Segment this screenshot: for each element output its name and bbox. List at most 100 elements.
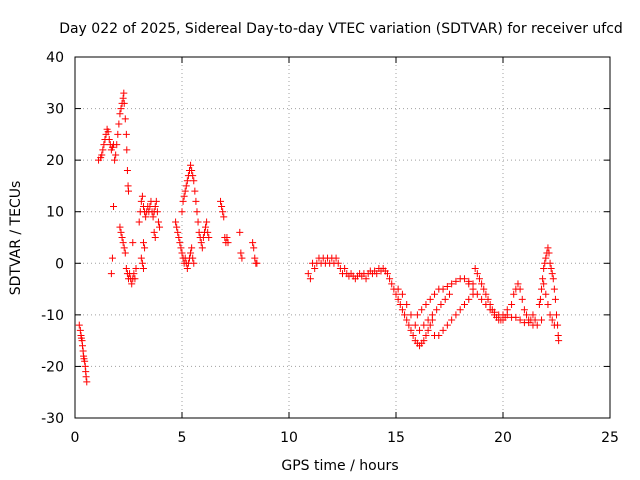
data-point bbox=[190, 177, 198, 185]
data-point bbox=[433, 306, 441, 314]
data-point bbox=[175, 234, 183, 241]
data-point bbox=[220, 213, 228, 221]
data-point bbox=[150, 228, 158, 236]
data-point bbox=[471, 264, 479, 272]
data-point bbox=[224, 239, 232, 247]
data-point bbox=[149, 213, 157, 221]
data-point bbox=[540, 280, 548, 288]
data-point bbox=[191, 187, 199, 195]
data-point bbox=[523, 311, 531, 319]
data-point bbox=[373, 270, 381, 278]
data-point bbox=[181, 187, 189, 195]
data-point bbox=[151, 234, 159, 241]
data-point bbox=[405, 321, 413, 329]
data-point bbox=[547, 264, 555, 272]
data-point bbox=[125, 187, 132, 195]
data-point bbox=[138, 192, 146, 200]
data-point bbox=[448, 316, 456, 324]
data-point bbox=[112, 151, 120, 159]
data-point bbox=[396, 301, 404, 309]
data-point bbox=[183, 264, 191, 272]
data-point bbox=[111, 156, 119, 164]
data-point bbox=[422, 301, 430, 309]
data-point bbox=[407, 311, 415, 319]
data-point bbox=[446, 290, 453, 298]
data-point bbox=[172, 218, 180, 226]
data-point bbox=[544, 301, 552, 309]
data-point bbox=[548, 270, 556, 278]
data-point bbox=[508, 301, 516, 309]
data-point bbox=[116, 223, 124, 231]
data-points bbox=[75, 89, 563, 386]
data-point bbox=[398, 306, 406, 314]
chart-title: Day 022 of 2025, Sidereal Day-to-day VTE… bbox=[59, 21, 623, 37]
y-tick-label: -10 bbox=[41, 308, 64, 324]
data-point bbox=[128, 280, 136, 288]
data-point bbox=[394, 295, 402, 303]
data-point bbox=[403, 301, 411, 309]
x-tick-label: 20 bbox=[494, 430, 512, 446]
data-point bbox=[223, 234, 231, 241]
data-point bbox=[518, 295, 526, 303]
data-point bbox=[98, 151, 106, 159]
data-point bbox=[107, 270, 115, 278]
data-point bbox=[362, 275, 370, 283]
data-point bbox=[178, 208, 186, 216]
data-point bbox=[473, 290, 481, 298]
data-point bbox=[121, 115, 129, 123]
data-point bbox=[110, 203, 118, 211]
data-point bbox=[448, 280, 456, 288]
data-point bbox=[117, 105, 125, 113]
data-point bbox=[420, 321, 428, 329]
data-point bbox=[123, 146, 131, 154]
data-point bbox=[123, 166, 131, 174]
data-point bbox=[478, 280, 486, 288]
data-point bbox=[135, 218, 143, 226]
data-point bbox=[188, 166, 196, 174]
data-point bbox=[538, 316, 546, 324]
data-point bbox=[426, 321, 434, 329]
data-point bbox=[435, 331, 443, 339]
data-point bbox=[456, 306, 464, 314]
data-point bbox=[469, 285, 477, 293]
data-point bbox=[510, 290, 518, 298]
data-point bbox=[304, 270, 312, 278]
data-point bbox=[190, 259, 198, 267]
data-point bbox=[428, 311, 436, 319]
data-point bbox=[178, 249, 186, 257]
axis-ticks bbox=[74, 56, 611, 419]
x-tick-label: 15 bbox=[387, 430, 405, 446]
data-point bbox=[420, 337, 428, 345]
data-point bbox=[75, 321, 83, 329]
data-point bbox=[118, 234, 126, 241]
data-point bbox=[177, 244, 185, 252]
data-point bbox=[512, 313, 520, 321]
data-point bbox=[548, 316, 556, 324]
data-point bbox=[236, 228, 244, 236]
data-point bbox=[539, 275, 547, 283]
data-point bbox=[341, 264, 349, 272]
data-point bbox=[486, 306, 494, 314]
data-point bbox=[460, 275, 468, 283]
data-point bbox=[119, 239, 127, 247]
y-tick-labels: -30 -20 -10 0 10 20 30 40 bbox=[41, 50, 64, 427]
data-point bbox=[403, 316, 411, 324]
data-point bbox=[76, 326, 84, 334]
data-point bbox=[416, 326, 424, 334]
data-point bbox=[538, 285, 546, 293]
data-point bbox=[431, 290, 439, 298]
data-point bbox=[153, 208, 161, 216]
data-point bbox=[516, 285, 524, 293]
y-tick-label: 30 bbox=[46, 102, 64, 118]
data-point bbox=[482, 290, 490, 298]
data-point bbox=[439, 285, 447, 293]
data-point bbox=[151, 203, 159, 211]
y-tick-label: -20 bbox=[41, 359, 64, 375]
data-point bbox=[120, 99, 128, 107]
data-point bbox=[141, 244, 149, 252]
data-point bbox=[542, 254, 550, 262]
data-point bbox=[218, 203, 226, 211]
plot-frame bbox=[74, 56, 611, 419]
